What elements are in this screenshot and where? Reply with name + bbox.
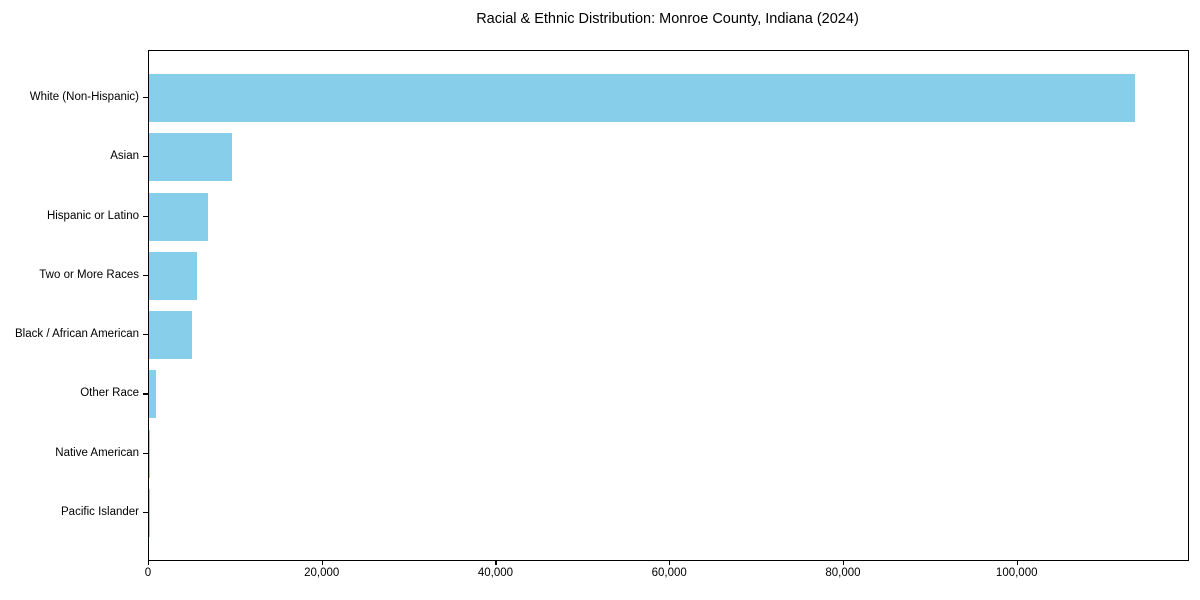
plot-area bbox=[148, 50, 1189, 561]
bar-black-african-american bbox=[149, 311, 193, 360]
bar-native-american bbox=[149, 429, 150, 478]
x-axis-label: 0 bbox=[144, 567, 152, 579]
x-tick-mark bbox=[495, 560, 497, 565]
y-axis-label: Native American bbox=[55, 446, 139, 459]
bar-other-race bbox=[149, 370, 156, 419]
y-tick-mark bbox=[143, 512, 148, 514]
x-axis-label: 20,000 bbox=[304, 567, 340, 579]
x-tick-mark bbox=[148, 560, 150, 565]
bar-hispanic-or-latino bbox=[149, 192, 209, 241]
y-tick-mark bbox=[143, 274, 148, 277]
y-tick-mark bbox=[143, 393, 148, 395]
y-axis-label: Two or More Races bbox=[39, 268, 139, 281]
x-tick-mark bbox=[669, 560, 671, 565]
y-tick-mark bbox=[143, 156, 148, 158]
y-tick-mark bbox=[143, 334, 148, 336]
x-axis-label: 60,000 bbox=[651, 567, 687, 579]
y-axis-label: Black / African American bbox=[15, 328, 139, 341]
bar-white-non-hispanic bbox=[149, 74, 1135, 122]
x-tick-mark bbox=[321, 560, 323, 565]
y-axis-label: Hispanic or Latino bbox=[46, 209, 139, 222]
chart-title: Racial & Ethnic Distribution: Monroe Cou… bbox=[476, 11, 859, 27]
x-tick-mark bbox=[1016, 560, 1018, 565]
y-axis-label: Other Race bbox=[80, 387, 139, 400]
bar-asian bbox=[149, 133, 233, 182]
x-axis-label: 100,000 bbox=[995, 567, 1038, 579]
y-axis-label: Asian bbox=[110, 150, 139, 163]
x-axis-label: 40,000 bbox=[477, 567, 514, 579]
bar-two-or-more-races bbox=[149, 251, 197, 300]
y-tick-mark bbox=[143, 97, 148, 99]
x-axis-label: 80,000 bbox=[825, 567, 861, 579]
x-tick-mark bbox=[842, 560, 845, 565]
y-tick-mark bbox=[143, 215, 148, 217]
y-tick-mark bbox=[143, 452, 148, 454]
y-axis-label: Pacific Islander bbox=[61, 506, 139, 518]
y-axis-label: White (Non-Hispanic) bbox=[29, 91, 139, 103]
